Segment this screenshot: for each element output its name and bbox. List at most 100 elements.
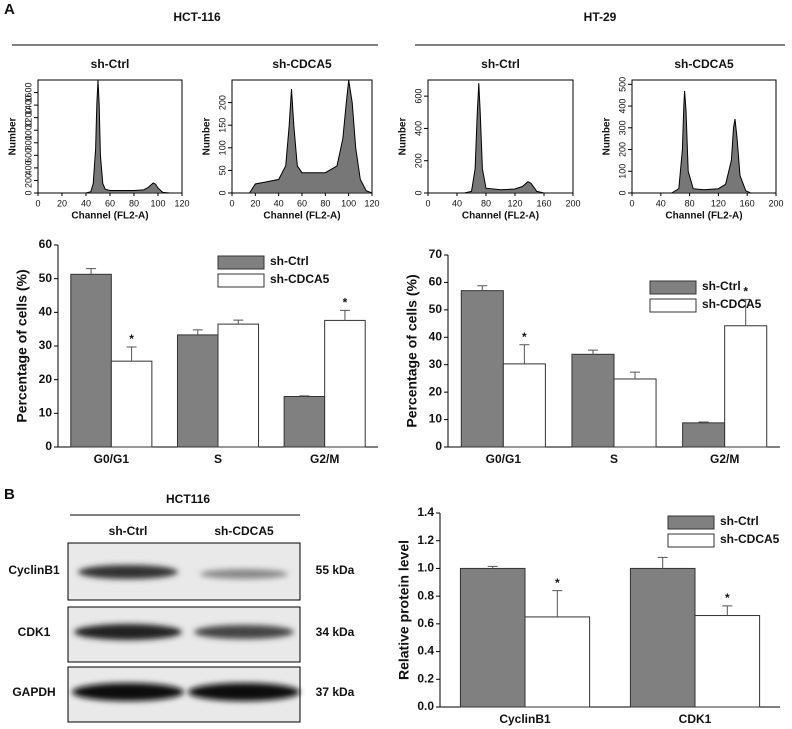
y-tick-label: 0.0 <box>417 699 434 713</box>
y-tick-label: 0 <box>23 190 33 195</box>
significance-mark: * <box>555 576 560 590</box>
x-tick-label: 100 <box>150 198 165 208</box>
y-tick-label: 50 <box>217 165 227 175</box>
error-bar <box>192 329 203 335</box>
y-tick-label: 1400 <box>23 95 33 115</box>
legend-label: sh-CDCA5 <box>270 272 330 286</box>
bar <box>682 422 726 448</box>
bar <box>502 363 546 448</box>
bar <box>694 615 761 708</box>
y-tick-label: 70 <box>429 247 443 261</box>
y-tick-label: 20 <box>429 384 443 398</box>
y-tick-label: 100 <box>617 164 627 179</box>
y-tick-label: 10 <box>429 412 443 426</box>
error-bar <box>740 298 751 326</box>
y-tick-label: 600 <box>413 89 423 104</box>
bar <box>613 378 657 448</box>
y-tick-label: 0 <box>45 439 52 453</box>
chart-title: sh-CDCA5 <box>272 57 332 71</box>
y-tick-label: 500 <box>617 77 627 92</box>
x-tick-label: G2/M <box>310 452 339 466</box>
bar <box>629 567 696 708</box>
x-tick-label: 120 <box>174 198 189 208</box>
panel-label: B <box>4 486 15 503</box>
x-tick-label: 120 <box>507 198 522 208</box>
x-tick-label: 120 <box>711 198 726 208</box>
y-axis-label: Relative protein level <box>396 540 412 680</box>
x-tick-label: 120 <box>364 198 379 208</box>
y-tick-label: 0.4 <box>417 644 434 658</box>
x-tick-label: 40 <box>81 198 91 208</box>
y-tick-label: 30 <box>429 357 443 371</box>
x-tick-label: 0 <box>425 198 430 208</box>
y-tick-label: 100 <box>217 140 227 155</box>
x-tick-label: 40 <box>656 198 666 208</box>
y-tick-label: 300 <box>617 120 627 135</box>
y-tick-label: 0 <box>217 190 227 195</box>
x-tick-label: CDK1 <box>679 712 712 726</box>
x-tick-label: 80 <box>320 198 330 208</box>
x-tick-label: 0 <box>229 198 234 208</box>
legend-swatch <box>217 255 265 270</box>
y-tick-label: 0.6 <box>417 616 434 630</box>
legend-swatch <box>649 298 697 313</box>
x-tick-label: 200 <box>768 198 783 208</box>
y-tick-label: 1200 <box>23 108 33 128</box>
bar <box>459 567 526 708</box>
x-tick-label: S <box>214 452 222 466</box>
error-bar <box>698 421 709 423</box>
bar <box>110 360 153 448</box>
row-label: CyclinB1 <box>8 563 60 577</box>
legend-label: sh-Ctrl <box>270 254 309 268</box>
blot-title: HCT116 <box>166 492 210 506</box>
y-tick-label: 1.4 <box>417 505 434 519</box>
error-bar <box>519 344 530 364</box>
y-tick-label: 40 <box>39 305 53 319</box>
x-tick-label: 60 <box>105 198 115 208</box>
size-label: 34 kDa <box>316 625 355 639</box>
band <box>74 624 182 640</box>
legend-swatch <box>667 533 715 548</box>
legend-swatch <box>217 273 265 288</box>
x-tick-label: 60 <box>297 198 307 208</box>
chart-title: sh-Ctrl <box>481 57 520 71</box>
x-tick-label: G0/G1 <box>486 452 522 466</box>
x-tick-label: G0/G1 <box>94 452 130 466</box>
histogram-line <box>249 79 373 194</box>
error-bar <box>477 285 488 291</box>
size-label: 37 kDa <box>316 685 355 699</box>
y-tick-label: 1.0 <box>417 561 434 575</box>
y-axis-label: Number <box>398 118 409 156</box>
y-tick-label: 0 <box>413 190 423 195</box>
row-label: CDK1 <box>18 625 51 639</box>
error-bar <box>339 309 350 321</box>
significance-mark: * <box>129 332 134 346</box>
plot-frame <box>631 79 777 194</box>
bar <box>217 323 260 448</box>
error-bar <box>657 556 668 569</box>
x-tick-label: S <box>610 452 618 466</box>
y-axis-label: Number <box>602 118 613 156</box>
bar <box>70 273 112 448</box>
x-tick-label: 80 <box>685 198 695 208</box>
histogram-line <box>464 83 545 194</box>
x-tick-label: 100 <box>341 198 356 208</box>
panel-label: A <box>4 1 15 18</box>
y-tick-label: 0 <box>617 190 627 195</box>
x-tick-label: 80 <box>481 198 491 208</box>
x-tick-label: 0 <box>35 198 40 208</box>
y-tick-label: 200 <box>617 142 627 157</box>
x-axis-label: Channel (FL2-A) <box>263 211 340 222</box>
error-bar <box>722 605 733 616</box>
chart-title: sh-CDCA5 <box>674 57 734 71</box>
y-tick-label: 600 <box>23 148 33 163</box>
x-tick-label: 20 <box>250 198 260 208</box>
significance-mark: * <box>343 295 348 309</box>
y-axis-label: Percentage of cells (%) <box>404 274 420 427</box>
error-bar <box>587 349 598 355</box>
legend-label: sh-Ctrl <box>702 279 741 293</box>
y-tick-label: 400 <box>617 99 627 114</box>
y-tick-label: 50 <box>429 302 443 316</box>
y-axis-label: Percentage of cells (%) <box>14 269 30 422</box>
